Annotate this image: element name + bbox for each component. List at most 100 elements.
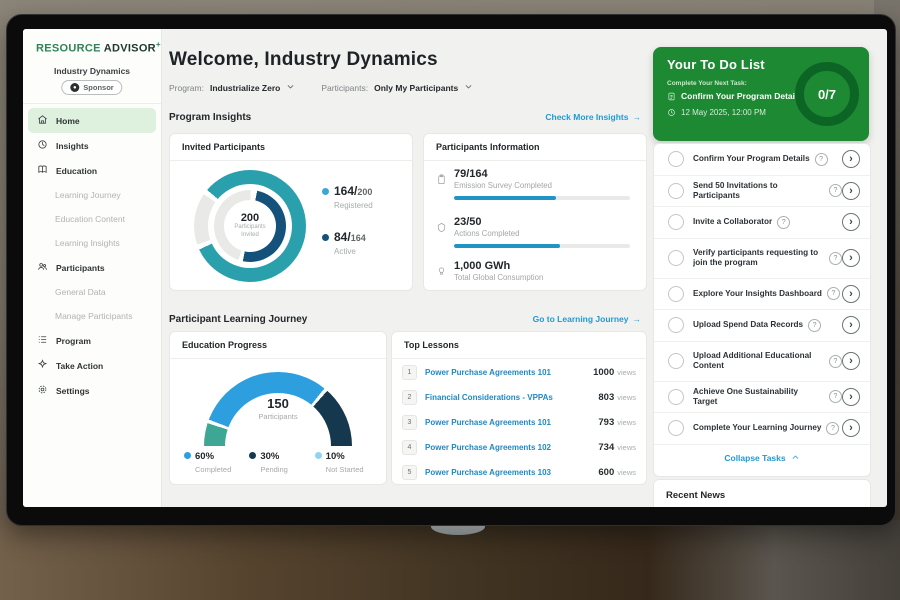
sidebar-item-label: Settings [56,386,90,396]
chevron-right-icon[interactable]: › [842,182,860,200]
help-icon[interactable]: ? [829,390,842,403]
sidebar-item-program[interactable]: Program [28,328,156,353]
metric-label: Total Global Consumption [454,273,630,282]
legend-pending: 30% Pending [249,446,314,474]
task-row[interactable]: Achieve One Sustainability Target ? › [654,382,870,414]
help-icon[interactable]: ? [815,153,828,166]
sidebar-item-label: Education [56,166,97,176]
metric-value: 1,000 GWh [454,260,630,272]
progress-bar [454,196,630,200]
legend-label: Not Started [326,465,380,474]
chevron-right-icon[interactable]: › [842,213,860,231]
sidebar-item-learning-insights[interactable]: Learning Insights [28,231,156,255]
legend-total: 200 [357,187,372,197]
lesson-views: 600 [598,467,614,478]
todo-next-task[interactable]: Confirm Your Program Details [667,91,802,101]
sidebar: RESOURCE ADVISOR+ Industry Dynamics ● Sp… [23,29,162,507]
sidebar-item-education-content[interactable]: Education Content [28,207,156,231]
task-checkbox[interactable] [668,420,684,436]
collapse-tasks-button[interactable]: Collapse Tasks [654,445,870,471]
task-row[interactable]: Explore Your Insights Dashboard ? › [654,279,870,311]
sidebar-item-manage-participants[interactable]: Manage Participants [28,304,156,328]
arrow-right-icon: → [633,314,642,324]
chevron-down-icon[interactable] [286,82,295,93]
todo-subtitle: Complete Your Next Task: [667,80,747,87]
chevron-down-icon[interactable] [464,82,473,93]
task-checkbox[interactable] [668,353,684,369]
invited-donut-outer: 200 Participants Invited [194,170,306,282]
sidebar-nav: Home Insights Education Learning Journey [23,108,161,403]
metric-global-consumption: 1,000 GWh Total Global Consumption [436,260,630,282]
card-divider [170,160,412,161]
task-checkbox[interactable] [668,250,684,266]
legend-label: Completed [195,465,249,474]
lesson-rank: 1 [402,365,417,380]
help-icon[interactable]: ? [808,319,821,332]
chevron-right-icon[interactable]: › [842,388,860,406]
lesson-views: 803 [598,392,614,403]
sidebar-item-label: Program [56,336,91,346]
help-icon[interactable]: ? [829,252,842,265]
chevron-right-icon[interactable]: › [842,285,860,303]
sidebar-item-learning-journey[interactable]: Learning Journey [28,183,156,207]
bulb-icon [436,264,447,282]
legend-label: Pending [260,465,314,474]
check-more-insights-link[interactable]: Check More Insights → [545,112,641,122]
chevron-right-icon[interactable]: › [842,150,860,168]
participants-filter-value[interactable]: Only My Participants [374,83,458,93]
task-checkbox[interactable] [668,317,684,333]
chevron-right-icon[interactable]: › [842,419,860,437]
help-icon[interactable]: ? [777,216,790,229]
sidebar-item-take-action[interactable]: Take Action [28,353,156,378]
legend-total: 164 [351,233,366,243]
sidebar-item-general-data[interactable]: General Data [28,280,156,304]
metric-emission-survey: 79/164 Emission Survey Completed [436,168,630,200]
lesson-link[interactable]: Power Purchase Agreements 101 [425,368,551,377]
lesson-link[interactable]: Financial Considerations - VPPAs [425,393,553,402]
views-suffix: views [617,393,636,402]
sidebar-item-education[interactable]: Education [28,158,156,183]
lesson-link[interactable]: Power Purchase Agreements 101 [425,418,551,427]
lesson-rank: 2 [402,390,417,405]
task-row[interactable]: Upload Additional Educational Content ? … [654,342,870,382]
todo-progress-ring: 0/7 [795,62,859,126]
task-label: Invite a Collaborator [693,217,772,227]
go-to-learning-journey-link[interactable]: Go to Learning Journey → [533,314,641,324]
chevron-right-icon[interactable]: › [842,249,860,267]
help-icon[interactable]: ? [829,355,842,368]
task-checkbox[interactable] [668,389,684,405]
chevron-right-icon[interactable]: › [842,316,860,334]
task-checkbox[interactable] [668,286,684,302]
chevron-right-icon[interactable]: › [842,352,860,370]
lesson-link[interactable]: Power Purchase Agreements 102 [425,443,551,452]
logo-secondary: ADVISOR [104,43,156,55]
legend-dot [322,234,329,241]
logo-primary: RESOURCE [36,43,101,55]
help-icon[interactable]: ? [829,184,842,197]
sidebar-item-participants[interactable]: Participants [28,255,156,280]
sponsor-icon: ● [70,83,79,92]
task-checkbox[interactable] [668,183,684,199]
lesson-link[interactable]: Power Purchase Agreements 103 [425,468,551,477]
help-icon[interactable]: ? [826,422,839,435]
program-filter-value[interactable]: Industrialize Zero [210,83,280,93]
lesson-row: 2 Financial Considerations - VPPAs 803 v… [402,385,636,409]
legend-label: Active [334,247,373,256]
task-checkbox[interactable] [668,214,684,230]
task-row[interactable]: Send 50 Invitations to Participants ? › [654,176,870,208]
task-row[interactable]: Upload Spend Data Records ? › [654,310,870,342]
card-title: Participants Information [436,142,540,152]
book-icon [37,164,48,177]
task-row[interactable]: Invite a Collaborator ? › [654,207,870,239]
lesson-views: 734 [598,442,614,453]
sponsor-badge[interactable]: ● Sponsor [61,80,122,95]
sidebar-item-label: Learning Insights [55,238,120,248]
task-row[interactable]: Confirm Your Program Details ? › [654,144,870,176]
sidebar-item-settings[interactable]: Settings [28,378,156,403]
task-row[interactable]: Complete Your Learning Journey ? › [654,413,870,445]
task-row[interactable]: Verify participants requesting to join t… [654,239,870,279]
help-icon[interactable]: ? [827,287,840,300]
sidebar-item-home[interactable]: Home [28,108,156,133]
sidebar-item-insights[interactable]: Insights [28,133,156,158]
task-checkbox[interactable] [668,151,684,167]
